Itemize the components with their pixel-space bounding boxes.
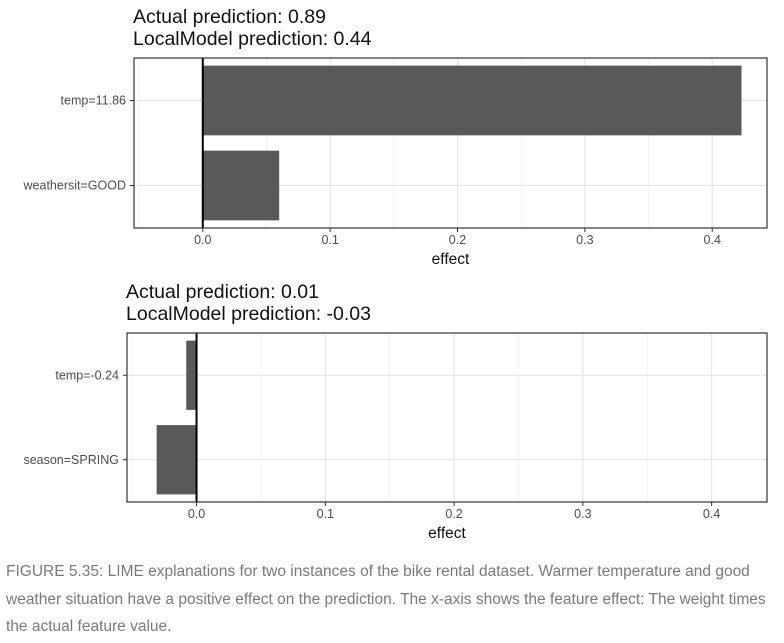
chart-1-ytick-label-2: weathersit=GOOD — [23, 179, 126, 193]
chart-2-bar-1 — [186, 340, 197, 410]
chart-2-panel-border — [126, 332, 768, 503]
chart-1-xtick-label: 0.3 — [576, 233, 593, 247]
chart-2-xaxis-title: effect — [428, 525, 466, 542]
chart-1-xtick-label: 0.1 — [321, 233, 338, 247]
chart-1-plot: temp=11.86 weathersit=GOOD 0.0 0.1 0.2 0.3 0.4… — [23, 57, 768, 268]
chart-2-title-actual: Actual prediction: 0.01 — [126, 281, 319, 303]
chart-1-panel-border — [133, 57, 768, 229]
chart-1-bar-2 — [202, 150, 280, 221]
lime-chart-2: Actual prediction: 0.01 LocalModel predi… — [0, 275, 784, 545]
chart-2-xtick-label: 0.1 — [317, 507, 334, 521]
chart-2-ytick-label-1: temp=-0.24 — [55, 368, 119, 382]
chart-2-xtick-label: 0.2 — [445, 507, 462, 521]
chart-1-bar-1 — [202, 65, 742, 136]
chart-1-xaxis-title: effect — [432, 251, 470, 268]
chart-1-title-actual: Actual prediction: 0.89 — [133, 6, 326, 28]
chart-2-plot: temp=-0.24 season=SPRING 0.0 0.1 0.2 0.3 0.4 ef… — [23, 332, 768, 542]
figure-caption: FIGURE 5.35: LIME explanations for two i… — [6, 563, 766, 635]
lime-chart-1: Actual prediction: 0.89 LocalModel predi… — [0, 0, 784, 275]
chart-2-xtick-label: 0.0 — [188, 507, 205, 521]
chart-1-xtick-label: 0.2 — [449, 233, 466, 247]
chart-1-ytick-label-1: temp=11.86 — [61, 94, 126, 108]
chart-2-xtick-label: 0.3 — [574, 507, 591, 521]
chart-2-title-localmodel: LocalModel prediction: -0.03 — [126, 303, 371, 325]
chart-2-ytick-label-2: season=SPRING — [23, 453, 119, 467]
chart-1-xtick-label: 0.0 — [194, 233, 211, 247]
chart-1-title-localmodel: LocalModel prediction: 0.44 — [133, 28, 372, 50]
chart-2-bar-2 — [156, 425, 197, 495]
chart-1-xtick-label: 0.4 — [704, 233, 721, 247]
chart-2-xtick-label: 0.4 — [703, 507, 720, 521]
